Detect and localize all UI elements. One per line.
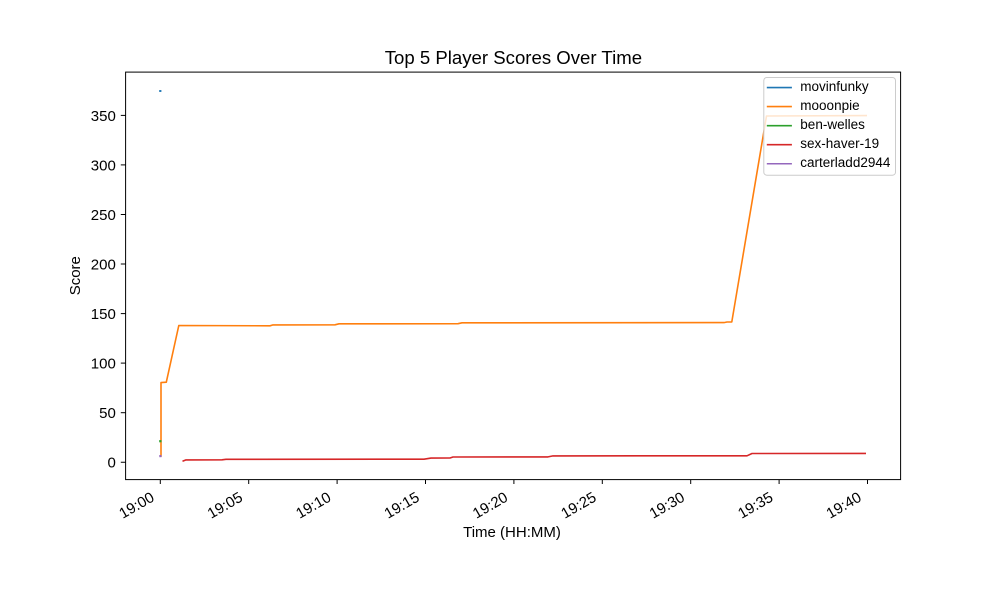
- svg-text:100: 100: [91, 355, 116, 372]
- svg-text:350: 350: [91, 108, 116, 125]
- svg-text:300: 300: [91, 157, 116, 174]
- svg-text:movinfunky: movinfunky: [800, 79, 869, 94]
- svg-text:50: 50: [99, 405, 116, 422]
- svg-text:mooonpie: mooonpie: [800, 98, 859, 113]
- svg-text:150: 150: [91, 306, 116, 323]
- svg-text:250: 250: [91, 207, 116, 224]
- svg-text:0: 0: [107, 455, 115, 472]
- svg-text:200: 200: [91, 256, 116, 273]
- svg-text:carterladd2944: carterladd2944: [800, 155, 891, 170]
- svg-text:Top 5 Player Scores Over Time: Top 5 Player Scores Over Time: [385, 47, 642, 68]
- svg-text:Score: Score: [67, 256, 84, 295]
- svg-text:sex-haver-19: sex-haver-19: [800, 136, 879, 151]
- svg-text:ben-welles: ben-welles: [800, 117, 865, 132]
- svg-text:Time (HH:MM): Time (HH:MM): [463, 524, 561, 541]
